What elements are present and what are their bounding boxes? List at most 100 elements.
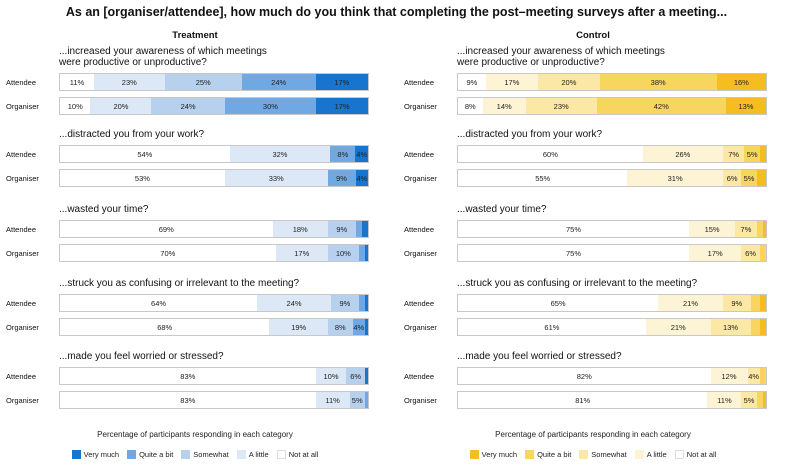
bar-segment: 9% [327, 170, 356, 186]
bar-segment [364, 392, 368, 408]
group-label: Organiser [404, 249, 437, 258]
bar-segment: 8% [327, 319, 353, 335]
bar-segment: 10% [327, 245, 359, 261]
question-label-line: ...wasted your time? [457, 204, 547, 215]
legend-swatch [181, 450, 191, 459]
question-label-line: ...increased your awareness of which mee… [457, 46, 665, 57]
stacked-bar: 61% 21% 13% [457, 318, 767, 336]
bar-segment: 54% [60, 146, 230, 162]
legend: Very much Quite a bit Somewhat A little Not … [0, 450, 390, 459]
legend-item: Not at all [674, 450, 716, 459]
legend-item: Not at all [276, 450, 318, 459]
bar-segment: 4% [355, 146, 368, 162]
legend-swatch [236, 450, 246, 459]
stacked-bar: 53% 33% 9% 4% [59, 169, 369, 187]
group-label: Attendee [404, 78, 435, 87]
bar-segment: 7% [722, 146, 745, 162]
legend-label: Very much [481, 450, 518, 459]
bar-segment [364, 295, 368, 311]
bar-segment: 70% [60, 245, 276, 261]
bar-segment [361, 221, 368, 237]
bar-segment [759, 146, 766, 162]
legend-label: Somewhat [193, 450, 229, 459]
bar-segment: 9% [331, 295, 359, 311]
legend-swatch [579, 450, 589, 459]
stacked-bar: 55% 31% 6% 5% [457, 169, 767, 187]
bar-segment: 9% [722, 295, 751, 311]
bar-segment: 30% [224, 98, 317, 114]
bar-segment [762, 221, 766, 237]
bar-segment [762, 392, 766, 408]
legend-item: A little [634, 450, 667, 459]
bar-segment [364, 368, 368, 384]
question-label: ...increased your awareness of which mee… [59, 46, 267, 68]
group-label: Organiser [404, 396, 437, 405]
question-label: ...struck you as confusing or irrelevant… [59, 278, 299, 289]
bar-segment [364, 245, 368, 261]
bar-segment [759, 368, 766, 384]
stacked-bar: 10% 20% 24% 30% 17% [59, 97, 369, 115]
axis-caption: Percentage of participants responding in… [97, 430, 293, 439]
stacked-bar: 60% 26% 7% 5% [457, 145, 767, 163]
bar-segment: 6% [722, 170, 742, 186]
bar-segment [759, 319, 766, 335]
group-label: Attendee [6, 372, 37, 381]
legend-item: Somewhat [181, 450, 229, 459]
bar-segment: 64% [60, 295, 258, 311]
group-label: Organiser [6, 102, 39, 111]
bar-segment: 60% [458, 146, 643, 162]
bar-segment: 5% [744, 146, 760, 162]
stacked-bar: 11% 23% 25% 24% 17% [59, 73, 369, 91]
bar-segment: 8% [330, 146, 356, 162]
bar-segment: 69% [60, 221, 273, 237]
legend-swatch [674, 450, 684, 459]
group-label: Attendee [6, 299, 37, 308]
bar-segment: 42% [596, 98, 726, 114]
bar-segment [756, 170, 766, 186]
bar-segment: 55% [458, 170, 628, 186]
legend-label: Somewhat [591, 450, 627, 459]
stacked-bar: 9% 17% 20% 38% 16% [457, 73, 767, 91]
bar-segment: 13% [725, 98, 766, 114]
question-label: ...made you feel worried or stressed? [59, 351, 224, 362]
stacked-bar: 75% 15% 7% [457, 220, 767, 238]
legend-item: Very much [71, 450, 119, 459]
bar-segment [756, 221, 763, 237]
bar-segment: 19% [269, 319, 328, 335]
bar-segment: 83% [60, 368, 316, 384]
panel-title: Control [576, 30, 610, 41]
bar-segment: 83% [60, 392, 316, 408]
bar-segment [759, 295, 766, 311]
bar-segment: 8% [458, 98, 483, 114]
bar-segment: 17% [315, 74, 368, 90]
bar-segment: 16% [716, 74, 766, 90]
bar-segment [759, 245, 766, 261]
bar-segment: 7% [735, 221, 757, 237]
bar-segment: 25% [164, 74, 242, 90]
question-label-line: ...increased your awareness of which mee… [59, 46, 267, 57]
bar-segment: 75% [458, 221, 689, 237]
bar-segment: 5% [349, 392, 365, 408]
stacked-bar: 75% 17% 6% [457, 244, 767, 262]
bar-segment: 17% [275, 245, 328, 261]
bar-segment: 24% [151, 98, 225, 114]
bar-segment: 61% [458, 319, 646, 335]
question-label-line: were productive or unproductive? [59, 57, 207, 68]
question-label-line: ...struck you as confusing or irrelevant… [59, 278, 300, 289]
bar-segment [750, 295, 760, 311]
bar-segment: 21% [658, 295, 723, 311]
stacked-bar: 83% 11% 5% [59, 391, 369, 409]
group-label: Organiser [6, 249, 39, 258]
bar-segment: 15% [689, 221, 736, 237]
bar-segment: 17% [689, 245, 742, 261]
bar-segment: 14% [482, 98, 526, 114]
bar-segment: 18% [272, 221, 328, 237]
bar-segment: 17% [485, 74, 539, 90]
stacked-bar: 69% 18% 9% [59, 220, 369, 238]
bar-segment: 4% [352, 319, 365, 335]
bar-segment: 9% [327, 221, 356, 237]
treatment-panel: Treatment ...increased your awareness of … [0, 26, 390, 470]
legend-label: Quite a bit [537, 450, 572, 459]
bar-segment: 68% [60, 319, 270, 335]
axis-caption: Percentage of participants responding in… [495, 430, 691, 439]
